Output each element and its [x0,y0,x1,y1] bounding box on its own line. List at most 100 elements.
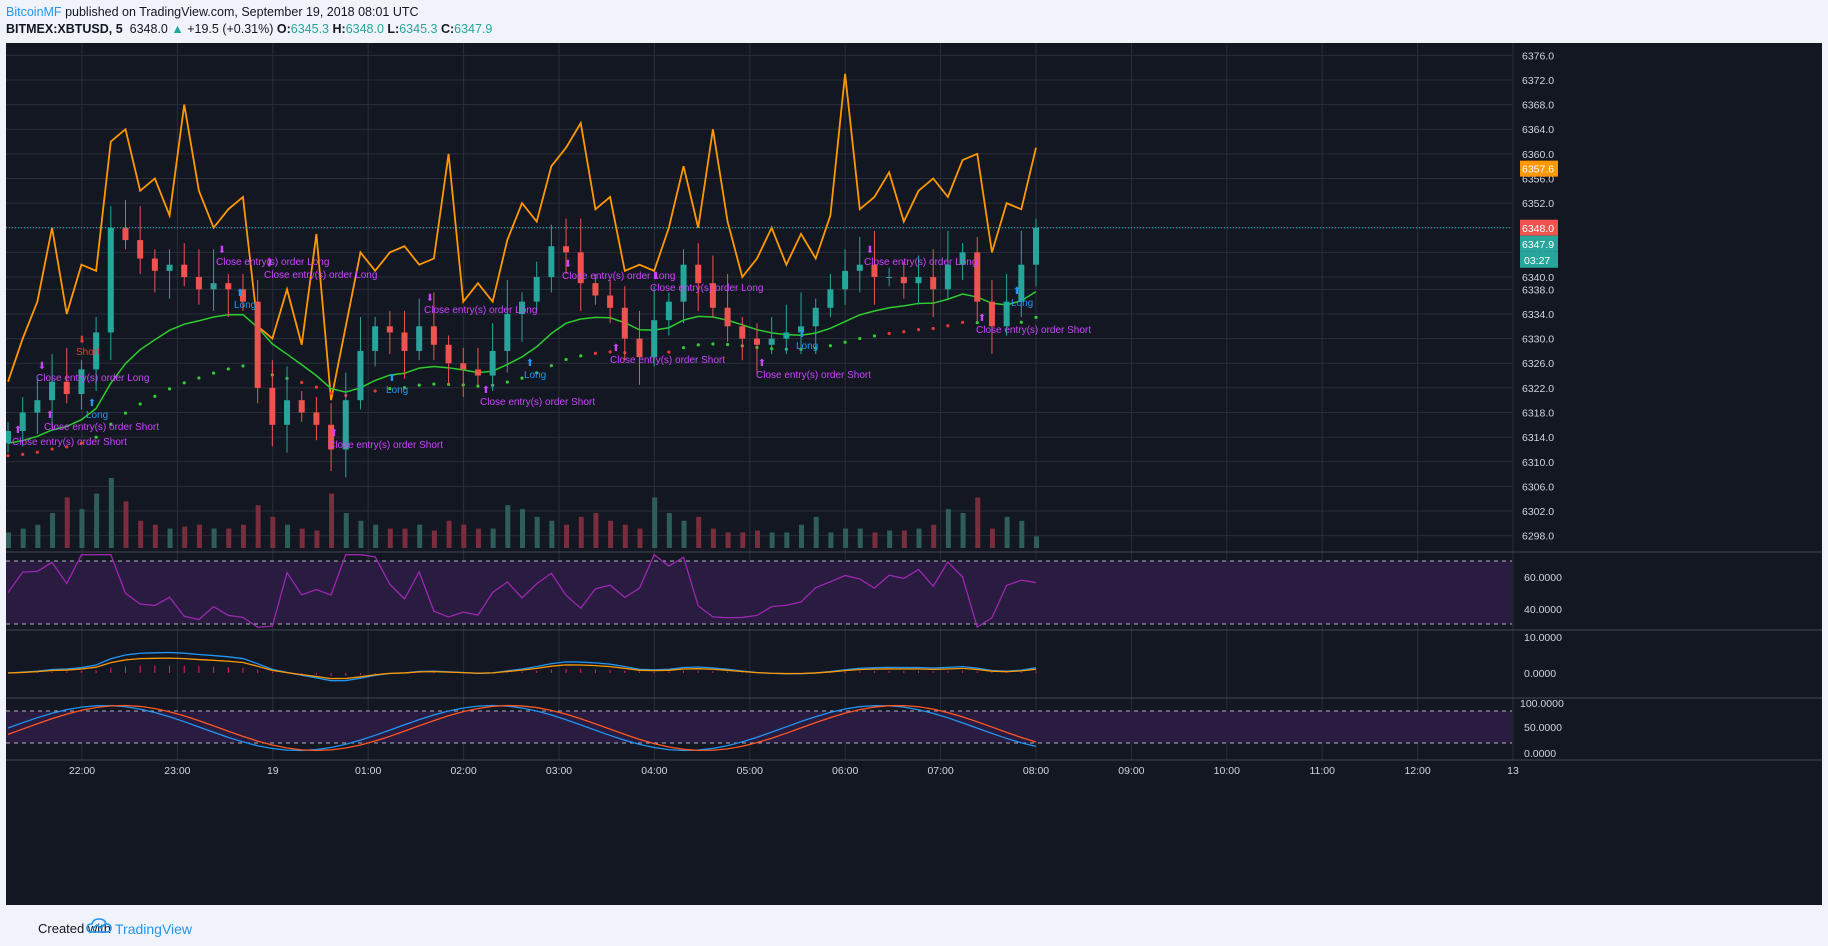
volume-bar [299,528,305,548]
volume-bar [916,528,922,548]
dotted-ma-point [931,326,935,331]
volume-bar [754,530,760,548]
candle-body [974,252,981,302]
macd-line [7,651,1037,682]
x-tick-label: 09:00 [1118,765,1144,777]
volume-bar [138,520,144,548]
volume-bar [593,513,599,548]
trading-chart[interactable]: 22:00 23:00 19 01:00 02:00 03:00 04:00 05:00 06:… [5,43,1822,905]
candle-body [49,381,56,401]
high-value: 6348.0 [345,22,384,36]
dotted-ma-point [726,342,730,347]
dotted-ma-point [402,386,407,390]
trade-annotation: Close entry(s) order Short [976,325,1091,336]
candle-body [871,264,878,278]
candle-body [166,264,173,271]
volume-bar [285,524,291,548]
last-price-label: 6348.0 [1522,223,1554,235]
volume-bar [534,516,540,548]
candle-body [313,412,320,425]
candle-body [798,326,805,333]
dotted-ma-point [417,383,421,387]
volume-bar [108,478,114,548]
dotted-ma-point [226,367,230,371]
candle-body [78,369,85,395]
dotted-ma-point [153,394,157,398]
dotted-ma-point [1034,315,1038,319]
candle-body [900,277,907,284]
footer: Created with TradingView [0,910,1828,946]
trade-annotation: Long [86,410,108,421]
candle-body [1018,264,1025,302]
dotted-ma-point [505,380,509,384]
signal-arrow-icon: ⬇ [78,335,86,346]
volume-bar [431,530,437,548]
candle-body [915,277,922,284]
y-tick-label: 6298.0 [1522,531,1554,543]
dotted-ma-point [373,389,377,393]
volume-bar [813,516,819,548]
y-tick-label: 6326.0 [1522,358,1554,370]
stoch-k-line [7,704,1037,752]
signal-arrow-icon: ⬆ [1013,286,1021,297]
dotted-ma-point [593,351,598,355]
dotted-ma-point [123,411,128,415]
volume-bar [828,532,834,548]
tradingview-cloud-icon[interactable] [86,918,112,939]
last-price-tag [1520,219,1558,236]
candle-body [563,246,570,253]
last-price: 6348.0 [129,22,168,36]
candle-body [210,283,217,290]
candle-body [680,264,687,302]
volume-bar [79,509,85,548]
author-link[interactable]: BitcoinMF [6,5,62,19]
volume-bar [417,524,423,548]
volume-bar [50,513,56,548]
dotted-ma-point [696,343,700,347]
chart-area[interactable]: 22:00 23:00 19 01:00 02:00 03:00 04:00 05:00 06:… [5,43,1822,910]
candle-body [959,252,966,265]
dotted-ma-point [1019,320,1023,324]
y-tick-label: 6368.0 [1522,100,1554,112]
publish-line: BitcoinMF published on TradingView.com, … [6,5,419,19]
volume-bar [240,524,246,548]
x-tick-label: 01:00 [355,765,381,777]
signal-arrow-icon: ⬇ [38,361,46,372]
trade-annotation: Close entry(s) order Short [328,440,443,451]
volume-bar [152,524,158,548]
open-value: 6345.3 [290,22,329,36]
signal-arrow-icon: ⬇ [218,245,226,256]
volume-bar [490,528,496,548]
volume-bar [314,530,320,548]
footer-brand-link[interactable]: TradingView [115,921,193,937]
rsi-tick-label: 60.0000 [1524,572,1562,584]
macd-tick-label: 10.0000 [1524,632,1562,644]
volume-bar [843,528,849,548]
volume-bar [329,493,335,548]
dotted-ma-point [167,387,172,391]
dotted-ma-point [314,385,318,389]
volume-bar [1004,516,1010,548]
dotted-ma-point [711,342,715,346]
symbol-label[interactable]: BITMEX:XBTUSD, 5 [6,22,123,36]
dotted-ma-point [79,441,84,445]
y-tick-label: 6310.0 [1522,457,1554,469]
volume-bar [226,528,232,548]
candle-body [607,295,614,308]
x-tick-label: 02:00 [450,765,476,777]
y-tick-label: 6306.0 [1522,481,1554,493]
candle-body [533,277,540,302]
candle-body [151,258,158,271]
dotted-ma-point [872,334,877,338]
candle-body [34,400,41,413]
dotted-ma-point [65,445,69,449]
volume-bar [784,532,790,548]
y-tick-label: 6314.0 [1522,432,1554,444]
candle-body [988,301,995,327]
dotted-ma-point [946,324,950,328]
trade-annotation: Short [76,347,100,358]
trade-annotation: Long [1011,298,1033,309]
signal-arrow-icon: ⬇ [266,258,274,269]
candle-body [548,246,555,278]
volume-bar [696,516,702,548]
